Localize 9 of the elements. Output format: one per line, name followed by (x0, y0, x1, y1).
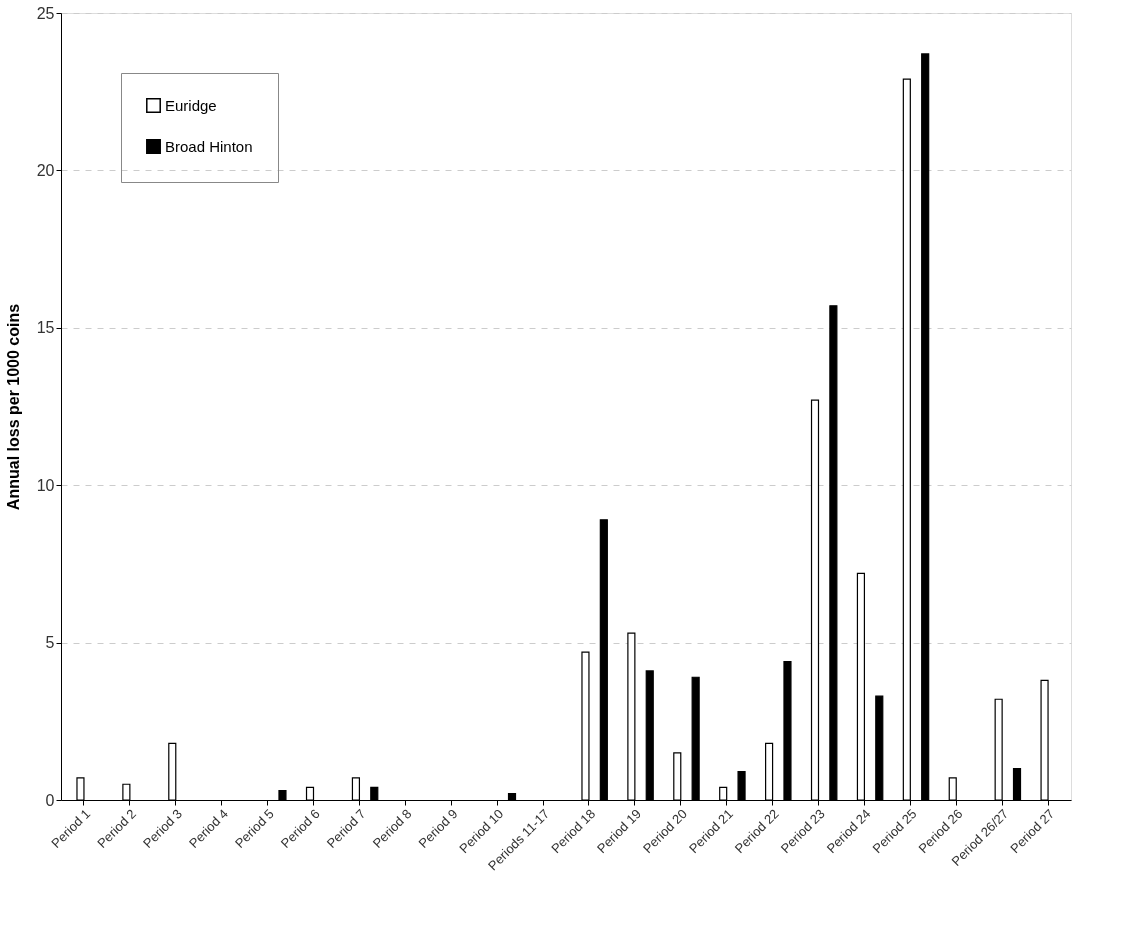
legend-label: Euridge (165, 96, 217, 114)
legend-label: Broad Hinton (165, 137, 253, 155)
y-tick-label: 20 (36, 161, 55, 179)
y-tick-label: 5 (45, 634, 55, 652)
y-tick-label: 15 (36, 319, 55, 337)
y-tick-label: 10 (36, 476, 55, 494)
y-tick-label: 25 (36, 4, 55, 22)
y-tick-label: 0 (45, 791, 55, 809)
y-axis-title: Annual loss per 1000 coins (4, 303, 22, 511)
